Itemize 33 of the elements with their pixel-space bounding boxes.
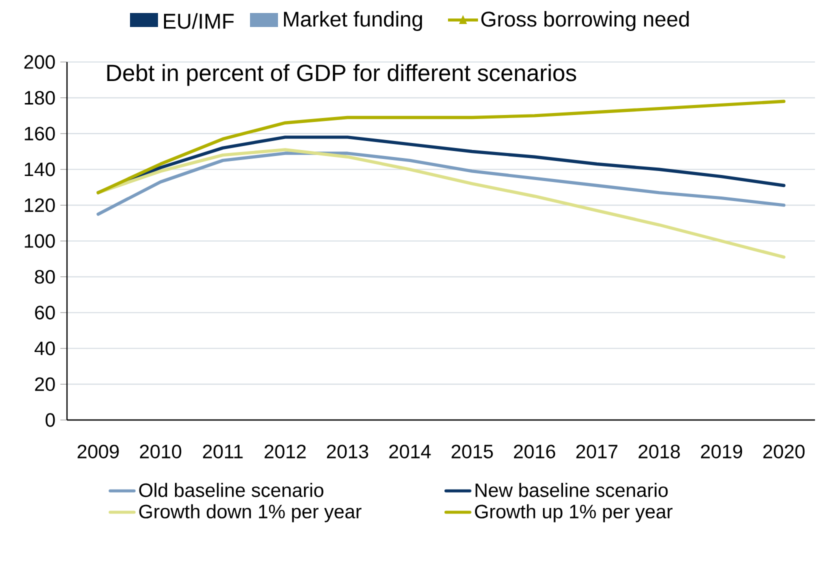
x-tick-label: 2011 xyxy=(203,444,243,458)
y-tick-label: 40 xyxy=(34,342,55,356)
y-tick-label: 180 xyxy=(24,90,55,105)
x-tick-label: 2018 xyxy=(638,444,680,458)
y-tick-label: 80 xyxy=(34,270,55,284)
y-tick-label: 160 xyxy=(24,126,55,140)
text: Gross borrowing need xyxy=(481,11,689,31)
x-tick-label: 2010 xyxy=(140,444,182,458)
line-series xyxy=(96,148,786,259)
x-tick-label: 2012 xyxy=(264,444,306,458)
text: EU/IMF xyxy=(164,13,234,29)
x-tick-label: 2016 xyxy=(514,444,556,458)
x-tick-label: 2017 xyxy=(576,444,618,458)
x-tick-label: 2015 xyxy=(452,444,493,458)
legend-label: Growth down 1% per year xyxy=(139,504,362,522)
y-tick-label: 140 xyxy=(24,162,55,176)
y-tick-label: 20 xyxy=(35,377,55,392)
x-tick-label: 2014 xyxy=(389,444,431,458)
legend-label: Old baseline scenario xyxy=(139,482,324,498)
y-tick-label: 200 xyxy=(24,55,55,69)
y-tick-label: 100 xyxy=(24,234,55,248)
x-tick-label: 2019 xyxy=(700,444,742,458)
x-tick-label: 2020 xyxy=(763,444,805,458)
y-tick-label: 120 xyxy=(24,198,55,212)
text: Market funding xyxy=(284,11,422,31)
legend-label: New baseline scenario xyxy=(476,482,668,498)
chart-title: Debt in percent of GDP for different scenarios xyxy=(107,64,576,86)
line-series xyxy=(96,152,786,216)
y-tick-label: 60 xyxy=(35,306,55,320)
legend-label: Growth up 1% per year xyxy=(475,504,673,522)
y-tick-label: 0 xyxy=(46,413,55,427)
x-tick-label: 2013 xyxy=(326,444,368,458)
x-tick-label: 2009 xyxy=(78,444,119,458)
